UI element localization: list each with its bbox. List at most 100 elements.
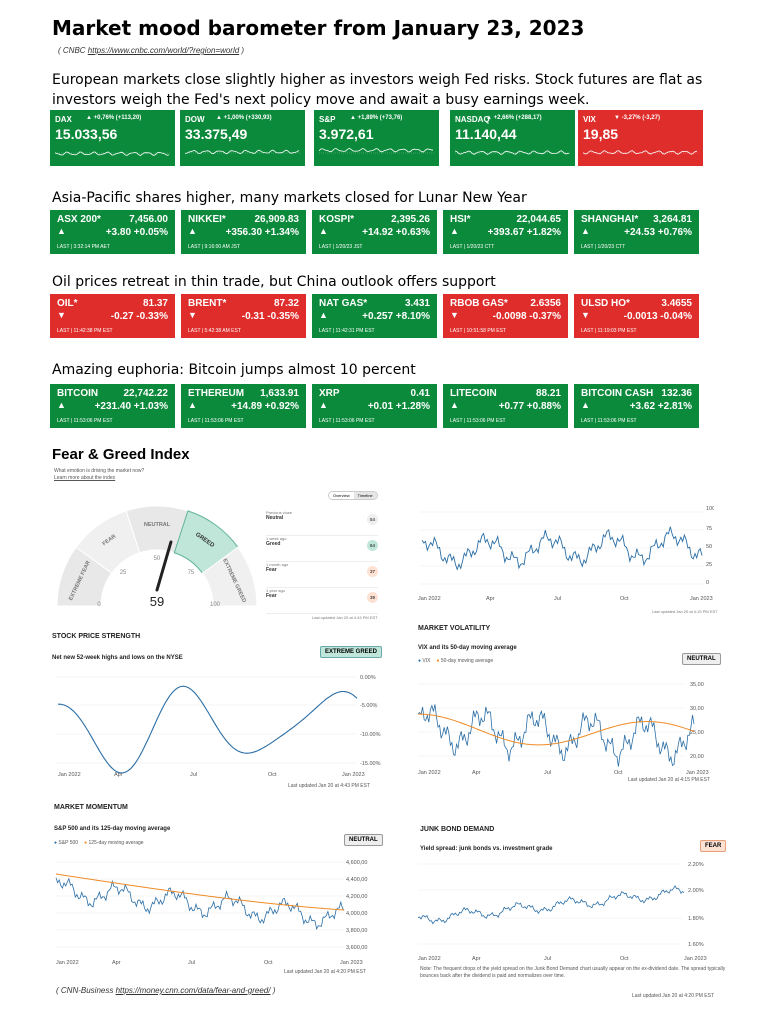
y-tick-label: 75 <box>706 526 712 532</box>
x-tick-label: Jan 2022 <box>418 770 441 776</box>
chart-line <box>417 885 685 925</box>
page-title: Market mood barometer from January 23, 2… <box>52 16 585 40</box>
oil-tile-oil[interactable]: OIL* 81.37 ▼ -0.27 -0.33% LAST | 11:42:3… <box>50 294 175 338</box>
asia-tile-hsi[interactable]: HSI* 22,044.65 ▲ +393.67 +1.82% LAST | 1… <box>443 210 568 254</box>
oil-tile-natgas[interactable]: NAT GAS* 3.431 ▲ +0.257 +8.10% LAST | 11… <box>312 294 437 338</box>
history-label: 1 year ago <box>266 588 285 593</box>
gauge-tick: 25 <box>120 570 127 576</box>
tab-overview[interactable]: Overview <box>329 492 354 499</box>
crypto-headline: Amazing euphoria: Bitcoin jumps almost 1… <box>52 362 416 378</box>
view-toggle: Overview Timeline <box>328 491 378 500</box>
tile-updated: LAST | 11:53:06 PM EST <box>319 418 375 424</box>
history-row: Previous close Neutral 54 <box>266 510 378 536</box>
up-arrow-icon: ▲ <box>319 226 328 236</box>
up-arrow-icon: ▲ <box>319 400 328 410</box>
index-card-vix[interactable]: VIX ▼ -3,27% (-3,27) 19,85 <box>578 110 703 166</box>
y-tick-label: 2.20% <box>688 862 704 868</box>
crypto-tile-xrp[interactable]: XRP 0.41 ▲ +0.01 +1.28% LAST | 11:53:06 … <box>312 384 437 428</box>
index-value: 15.033,56 <box>55 126 118 142</box>
tile-price: 88.21 <box>535 388 561 399</box>
tile-price: 0.41 <box>410 388 430 399</box>
asia-tile-nikkei[interactable]: NIKKEI* 26,909.83 ▲ +356.30 +1.34% LAST … <box>181 210 306 254</box>
asia-tile-kospi[interactable]: KOSPI* 2,395.26 ▲ +14.92 +0.63% LAST | 1… <box>312 210 437 254</box>
x-tick-label: Jul <box>554 596 561 602</box>
gauge-segment <box>201 546 258 607</box>
x-tick-label: Jan 2023 <box>340 960 363 966</box>
junk-chart: 2.20% 2.00% 1.80% 1.60% Jan 2022 Apr Jul Oct Jan… <box>417 862 707 962</box>
fear-greed-updated: Last updated Jan 20 at 4:43 PM EST <box>312 615 378 620</box>
oil-tile-rbobgas[interactable]: RBOB GAS* 2.6356 ▼ -0.0098 -0.37% LAST |… <box>443 294 568 338</box>
up-arrow-icon: ▲ <box>57 400 66 410</box>
tile-change: -0.31 -0.35% <box>241 311 299 322</box>
tile-price: 2.6356 <box>530 298 561 309</box>
y-tick-label: -5.00% <box>360 703 378 709</box>
gauge-label: NEUTRAL <box>144 522 171 528</box>
oil-tile-ulsdho[interactable]: ULSD HO* 3.4655 ▼ -0.0013 -0.04% LAST | … <box>574 294 699 338</box>
asia-tile-asx200[interactable]: ASX 200* 7,456.00 ▲ +3.80 +0.05% LAST | … <box>50 210 175 254</box>
source-link[interactable]: https://www.cnbc.com/world/?region=world <box>87 46 240 55</box>
crypto-tile-bitcoin[interactable]: BITCOIN 22,742.22 ▲ +231.40 +1.03% LAST … <box>50 384 175 428</box>
tile-change: +0.257 +8.10% <box>362 311 430 322</box>
crypto-tile-bitcoincash[interactable]: BITCOIN CASH 132.36 ▲ +3.62 +2.81% LAST … <box>574 384 699 428</box>
junk-note: Note: The frequent drops of the yield sp… <box>420 966 726 979</box>
tile-updated: LAST | 11:53:06 PM EST <box>57 418 113 424</box>
index-card-dow[interactable]: DOW ▲ +1,00% (+330,93) 33.375,49 <box>180 110 305 166</box>
up-arrow-icon: ▲ <box>450 400 459 410</box>
stock-strength-title: STOCK PRICE STRENGTH <box>52 633 141 640</box>
y-tick-label: 0.00% <box>360 675 376 681</box>
chart-line <box>55 873 345 911</box>
up-arrow-icon: ▲ <box>581 400 590 410</box>
down-arrow-icon: ▼ <box>57 310 66 320</box>
index-value: 33.375,49 <box>185 126 248 142</box>
y-tick-label: 20,00 <box>690 754 704 760</box>
crypto-tile-ethereum[interactable]: ETHEREUM 1,633.91 ▲ +14.89 +0.92% LAST |… <box>181 384 306 428</box>
tile-updated: LAST | 1/20/23 CTT <box>450 244 495 250</box>
up-arrow-icon: ▲ <box>319 310 328 320</box>
sparkline-path <box>55 151 170 156</box>
index-change: ▲ +0,76% (+113,20) <box>86 115 142 121</box>
index-sparkline <box>583 150 698 155</box>
y-tick-label: 4,200,00 <box>346 894 367 900</box>
stock-strength-badge: EXTREME GREED <box>320 646 383 658</box>
asia-tile-shanghai[interactable]: SHANGHAI* 3,264.81 ▲ +24.53 +0.76% LAST … <box>574 210 699 254</box>
y-tick-label: 100 <box>706 506 714 512</box>
oil-tile-brent[interactable]: BRENT* 87.32 ▼ -0.31 -0.35% LAST | 5:42:… <box>181 294 306 338</box>
gauge-needle <box>155 540 173 592</box>
footer-source-link[interactable]: https://money.cnn.com/data/fear-and-gree… <box>115 986 271 995</box>
learn-more-link[interactable]: Learn more about the index <box>54 475 116 481</box>
up-arrow-icon: ▲ <box>450 226 459 236</box>
chart-line <box>55 877 345 931</box>
index-card-nasdaq[interactable]: NASDAQ ▲ +2,66% (+288,17) 11.140,44 <box>450 110 575 166</box>
tab-timeline[interactable]: Timeline <box>353 492 377 499</box>
x-tick-label: Jan 2022 <box>56 960 79 966</box>
index-card-dax[interactable]: DAX ▲ +0,76% (+113,20) 15.033,56 <box>50 110 175 166</box>
tile-price: 22,044.65 <box>516 214 562 225</box>
volatility-legend: ● VIX ● 50-day moving average <box>418 658 494 664</box>
tile-name: NIKKEI* <box>188 214 226 225</box>
x-tick-label: Jan 2022 <box>418 956 441 962</box>
index-name: DAX <box>55 115 72 124</box>
chart-line <box>58 685 358 774</box>
x-tick-label: Oct <box>620 956 629 962</box>
gauge-tick: 0 <box>97 602 101 608</box>
tile-updated: LAST | 9:16:00 AM JST <box>188 244 241 250</box>
index-sparkline <box>185 149 300 155</box>
x-tick-label: Jan 2023 <box>690 596 713 602</box>
down-arrow-icon: ▼ <box>581 310 590 320</box>
tile-change: +231.40 +1.03% <box>94 401 168 412</box>
crypto-tile-litecoin[interactable]: LITECOIN 88.21 ▲ +0.77 +0.88% LAST | 11:… <box>443 384 568 428</box>
y-tick-label: 30,00 <box>690 706 704 712</box>
index-value: 3.972,61 <box>319 126 374 142</box>
x-tick-label: Jan 2022 <box>58 772 81 778</box>
index-card-sp[interactable]: S&P ▲ +1,89% (+73,76) 3.972,61 <box>314 110 439 166</box>
tile-price: 26,909.83 <box>254 214 300 225</box>
y-tick-label: 25,00 <box>690 730 704 736</box>
tile-updated: LAST | 11:53:06 PM EST <box>450 418 506 424</box>
tile-updated: LAST | 11:42:38 PM EST <box>57 328 113 334</box>
x-tick-label: Jan 2023 <box>684 956 707 962</box>
momentum-legend: ● S&P 500 ● 125-day moving average <box>54 840 144 846</box>
tile-name: KOSPI* <box>319 214 355 225</box>
momentum-badge: NEUTRAL <box>344 834 383 846</box>
x-tick-label: Jul <box>544 770 551 776</box>
